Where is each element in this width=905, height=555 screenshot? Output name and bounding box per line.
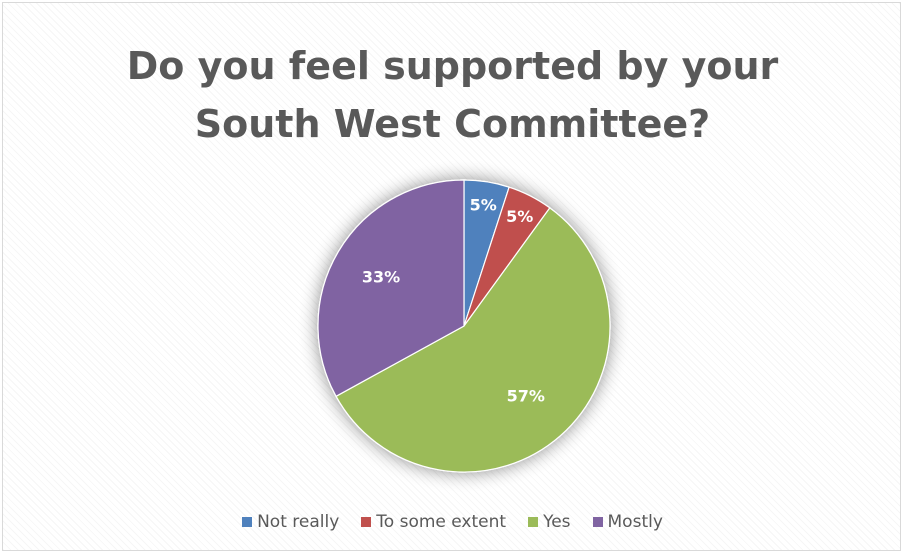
- pie-slice-mostly: [317, 179, 465, 398]
- legend-swatch: [528, 517, 539, 527]
- chart-title-line-1: Do you feel supported by your: [126, 44, 779, 88]
- legend-label: Yes: [543, 512, 571, 532]
- data-label-to-some-extent: 5%: [506, 207, 533, 226]
- pie-slice-yes: [335, 207, 611, 473]
- chart-legend: Not really To some extent Yes Mostly: [3, 512, 902, 532]
- legend-swatch: [592, 517, 603, 527]
- legend-label: To some extent: [376, 512, 507, 532]
- chart-title: Do you feel supported by your South West…: [3, 37, 902, 153]
- data-label-not-really: 5%: [470, 195, 497, 214]
- pie-chart: 5% 5% 57% 33%: [317, 179, 611, 473]
- legend-item-yes: Yes: [528, 512, 571, 532]
- legend-label: Mostly: [607, 512, 663, 532]
- legend-item-not-really: Not really: [242, 512, 339, 532]
- legend-label: Not really: [257, 512, 340, 532]
- chart-title-line-2: South West Committee?: [194, 102, 711, 146]
- legend-swatch: [361, 517, 372, 527]
- legend-swatch: [242, 517, 253, 527]
- legend-item-to-some-extent: To some extent: [361, 512, 506, 532]
- data-label-mostly: 33%: [362, 267, 400, 286]
- data-label-yes: 57%: [507, 387, 545, 406]
- legend-item-mostly: Mostly: [592, 512, 663, 532]
